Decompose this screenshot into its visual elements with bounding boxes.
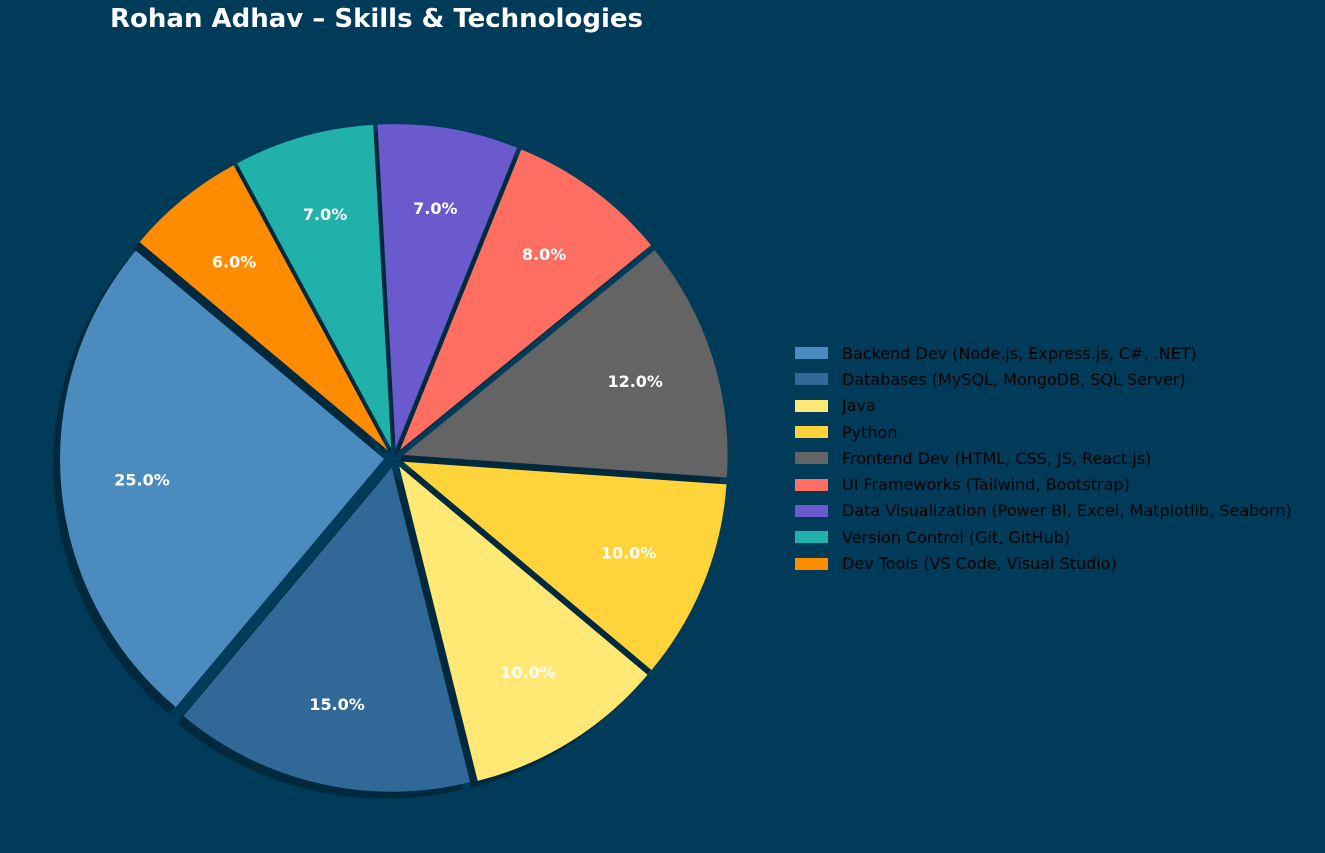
pct-label-dev-tools: 6.0% [212, 252, 256, 271]
pie-slice-frontend-dev [403, 250, 728, 478]
pie-slice-python [403, 461, 727, 671]
legend-label-backend-dev: Backend Dev (Node.js, Express.js, C#, .N… [842, 343, 1197, 363]
pie-slice-data-visualization [377, 124, 518, 449]
legend-label-frontend-dev: Frontend Dev (HTML, CSS, JS, React.js) [842, 448, 1152, 468]
pie-slice-java [399, 466, 648, 781]
legend-swatch-dev-tools [795, 557, 828, 570]
pie-slice-version-control [237, 124, 392, 449]
legend-label-python: Python [842, 422, 898, 442]
pie-slices [60, 124, 728, 792]
legend-item-data-visualization: Data Visualization (Power BI, Excel, Mat… [795, 498, 1292, 524]
pct-label-version-control: 7.0% [303, 205, 347, 224]
legend-label-version-control: Version Control (Git, GitHub) [842, 527, 1071, 547]
legend-swatch-version-control [795, 531, 828, 544]
pct-label-databases: 15.0% [309, 695, 365, 714]
legend-swatch-ui-frameworks [795, 478, 828, 491]
pie-slice-databases [183, 467, 471, 792]
pct-label-ui-frameworks: 8.0% [522, 245, 566, 264]
legend-label-data-visualization: Data Visualization (Power BI, Excel, Mat… [842, 501, 1292, 521]
legend-swatch-backend-dev [795, 347, 828, 360]
legend-item-frontend-dev: Frontend Dev (HTML, CSS, JS, React.js) [795, 445, 1292, 471]
legend-swatch-data-visualization [795, 504, 828, 517]
chart-title: Rohan Adhav – Skills & Technologies [110, 4, 643, 34]
legend-item-backend-dev: Backend Dev (Node.js, Express.js, C#, .N… [795, 340, 1292, 366]
legend-label-dev-tools: Dev Tools (VS Code, Visual Studio) [842, 554, 1117, 574]
pct-label-backend-dev: 25.0% [114, 471, 170, 490]
legend-item-dev-tools: Dev Tools (VS Code, Visual Studio) [795, 550, 1292, 576]
legend-item-java: Java [795, 393, 1292, 419]
legend-item-version-control: Version Control (Git, GitHub) [795, 524, 1292, 550]
legend-label-databases: Databases (MySQL, MongoDB, SQL Server) [842, 369, 1186, 389]
legend-label-ui-frameworks: UI Frameworks (Tailwind, Bootstrap) [842, 475, 1130, 495]
pct-label-python: 10.0% [601, 543, 657, 562]
legend-swatch-frontend-dev [795, 452, 828, 465]
legend-swatch-python [795, 426, 828, 439]
pie-slice-dev-tools [139, 165, 388, 451]
chart-legend: Backend Dev (Node.js, Express.js, C#, .N… [795, 340, 1292, 577]
pie-slice-ui-frameworks [399, 149, 652, 450]
pct-label-data-visualization: 7.0% [413, 199, 457, 218]
legend-label-java: Java [842, 396, 876, 416]
legend-item-python: Python [795, 419, 1292, 445]
legend-item-ui-frameworks: UI Frameworks (Tailwind, Bootstrap) [795, 471, 1292, 497]
pct-label-frontend-dev: 12.0% [607, 372, 663, 391]
legend-swatch-databases [795, 373, 828, 386]
pie-slice-backend-dev [60, 250, 385, 708]
legend-item-databases: Databases (MySQL, MongoDB, SQL Server) [795, 366, 1292, 392]
pie-percent-labels: 25.0% 15.0% 10.0% 10.0% 12.0% 8.0% 7.0% 7.0% 6.0… [114, 199, 663, 714]
legend-swatch-java [795, 399, 828, 412]
pct-label-java: 10.0% [500, 663, 556, 682]
